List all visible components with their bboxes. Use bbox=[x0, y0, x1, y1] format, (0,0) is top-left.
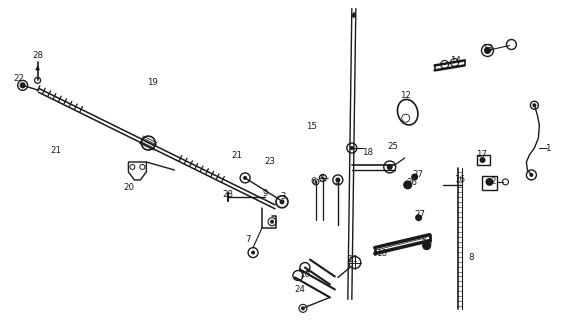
Text: 27: 27 bbox=[412, 171, 423, 180]
Text: 1: 1 bbox=[544, 144, 550, 153]
Text: 27: 27 bbox=[414, 210, 425, 219]
Text: 15: 15 bbox=[306, 122, 318, 131]
Circle shape bbox=[350, 146, 354, 150]
Text: 4: 4 bbox=[334, 179, 340, 188]
Text: 7: 7 bbox=[246, 235, 251, 244]
Bar bbox=[481, 176, 497, 190]
Circle shape bbox=[387, 164, 393, 170]
Bar bbox=[476, 155, 490, 165]
Text: 13: 13 bbox=[482, 44, 493, 53]
Circle shape bbox=[280, 199, 285, 204]
Circle shape bbox=[416, 215, 422, 221]
Circle shape bbox=[20, 83, 25, 88]
Text: 23: 23 bbox=[265, 157, 276, 166]
Text: 28: 28 bbox=[32, 51, 43, 60]
Text: 21: 21 bbox=[231, 150, 243, 160]
Text: 24: 24 bbox=[294, 285, 306, 294]
Circle shape bbox=[485, 178, 493, 186]
Text: 3: 3 bbox=[280, 192, 286, 201]
Text: 11: 11 bbox=[348, 255, 358, 264]
Text: 26: 26 bbox=[406, 179, 417, 188]
Circle shape bbox=[480, 157, 485, 163]
Circle shape bbox=[532, 103, 536, 107]
Circle shape bbox=[321, 176, 324, 180]
Text: 5: 5 bbox=[319, 175, 325, 184]
Text: 14: 14 bbox=[450, 56, 461, 65]
Circle shape bbox=[412, 174, 418, 180]
Text: 17: 17 bbox=[476, 149, 487, 158]
Text: 21: 21 bbox=[50, 146, 61, 155]
Text: 25: 25 bbox=[387, 141, 398, 151]
Text: 9: 9 bbox=[263, 189, 268, 198]
Text: 8: 8 bbox=[469, 253, 474, 262]
Text: 28: 28 bbox=[223, 190, 234, 199]
Text: 2: 2 bbox=[490, 177, 496, 187]
Text: 6: 6 bbox=[310, 177, 316, 187]
Text: 18: 18 bbox=[362, 148, 373, 156]
Circle shape bbox=[530, 173, 534, 177]
Circle shape bbox=[270, 220, 274, 224]
Text: 19: 19 bbox=[147, 78, 158, 87]
Circle shape bbox=[335, 177, 340, 182]
Text: 22: 22 bbox=[13, 74, 24, 83]
Circle shape bbox=[315, 180, 318, 183]
Circle shape bbox=[422, 242, 431, 250]
Text: 16: 16 bbox=[454, 175, 465, 184]
Text: 26: 26 bbox=[421, 239, 432, 248]
Text: 10: 10 bbox=[299, 270, 311, 279]
Text: 10: 10 bbox=[376, 249, 387, 258]
Circle shape bbox=[243, 176, 247, 180]
Text: 12: 12 bbox=[400, 91, 411, 100]
Circle shape bbox=[485, 47, 490, 53]
Ellipse shape bbox=[397, 100, 418, 125]
Circle shape bbox=[301, 306, 305, 310]
Circle shape bbox=[251, 251, 255, 255]
Circle shape bbox=[404, 181, 412, 189]
Text: 20: 20 bbox=[123, 183, 134, 192]
